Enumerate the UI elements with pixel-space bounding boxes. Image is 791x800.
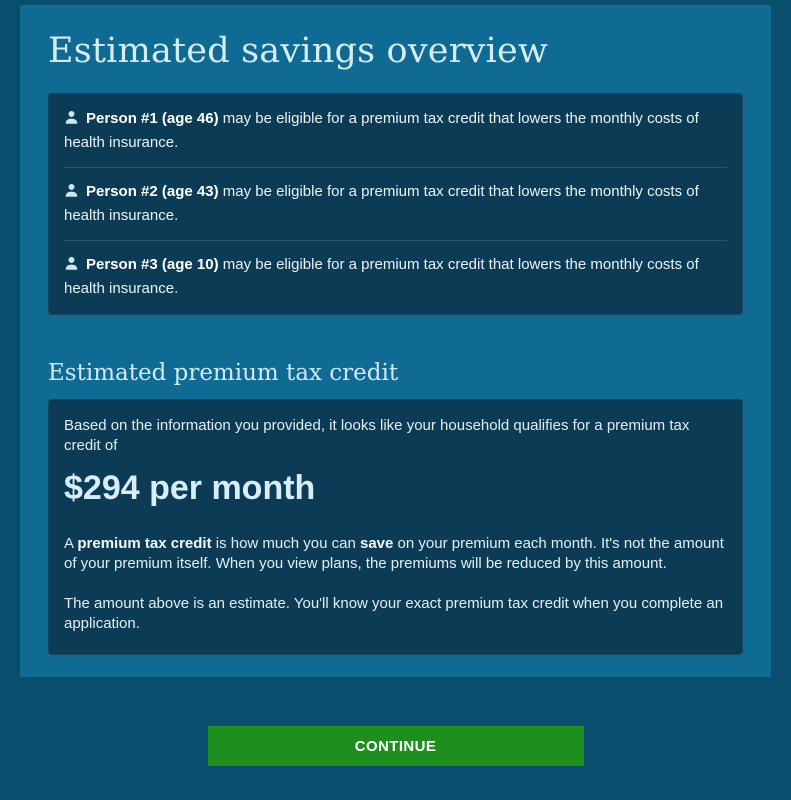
content-card: Estimated savings overview Person #1 (ag… (20, 5, 771, 677)
credit-explanation: A premium tax credit is how much you can… (64, 534, 727, 574)
explain-save: save (359, 535, 394, 552)
person-row: Person #2 (age 43) may be eligible for a… (64, 167, 727, 240)
continue-button[interactable]: CONTINUE (207, 726, 584, 766)
explain-pre: A (64, 535, 78, 552)
person-text: may be eligible for a premium tax credit… (64, 110, 699, 151)
person-label: Person #3 (age 10) (86, 256, 219, 273)
credit-section-heading: Estimated premium tax credit (48, 360, 399, 386)
explain-post: on your premium each month. It's not the… (64, 535, 724, 572)
credit-amount: $294 per month (64, 469, 316, 507)
credit-disclaimer: The amount above is an estimate. You'll … (64, 595, 724, 632)
person-label: Person #2 (age 43) (86, 183, 219, 200)
explain-mid: is how much you can (211, 535, 360, 552)
page-background: { "page": { "title": "Estimated savings … (0, 5, 791, 800)
person-icon (64, 183, 79, 198)
explain-term: premium tax credit (77, 535, 212, 552)
person-text: may be eligible for a premium tax credit… (64, 183, 699, 224)
credit-intro: Based on the information you provided, i… (64, 417, 690, 454)
person-icon (64, 256, 79, 271)
person-row: Person #3 (age 10) may be eligible for a… (64, 240, 727, 313)
eligibility-panel: Person #1 (age 46) may be eligible for a… (48, 93, 743, 315)
credit-panel: Based on the information you provided, i… (48, 399, 743, 655)
person-label: Person #1 (age 46) (86, 110, 219, 127)
page-title: Estimated savings overview (48, 31, 549, 71)
person-row: Person #1 (age 46) may be eligible for a… (64, 95, 727, 167)
person-icon (64, 110, 79, 125)
person-text: may be eligible for a premium tax credit… (64, 256, 699, 297)
